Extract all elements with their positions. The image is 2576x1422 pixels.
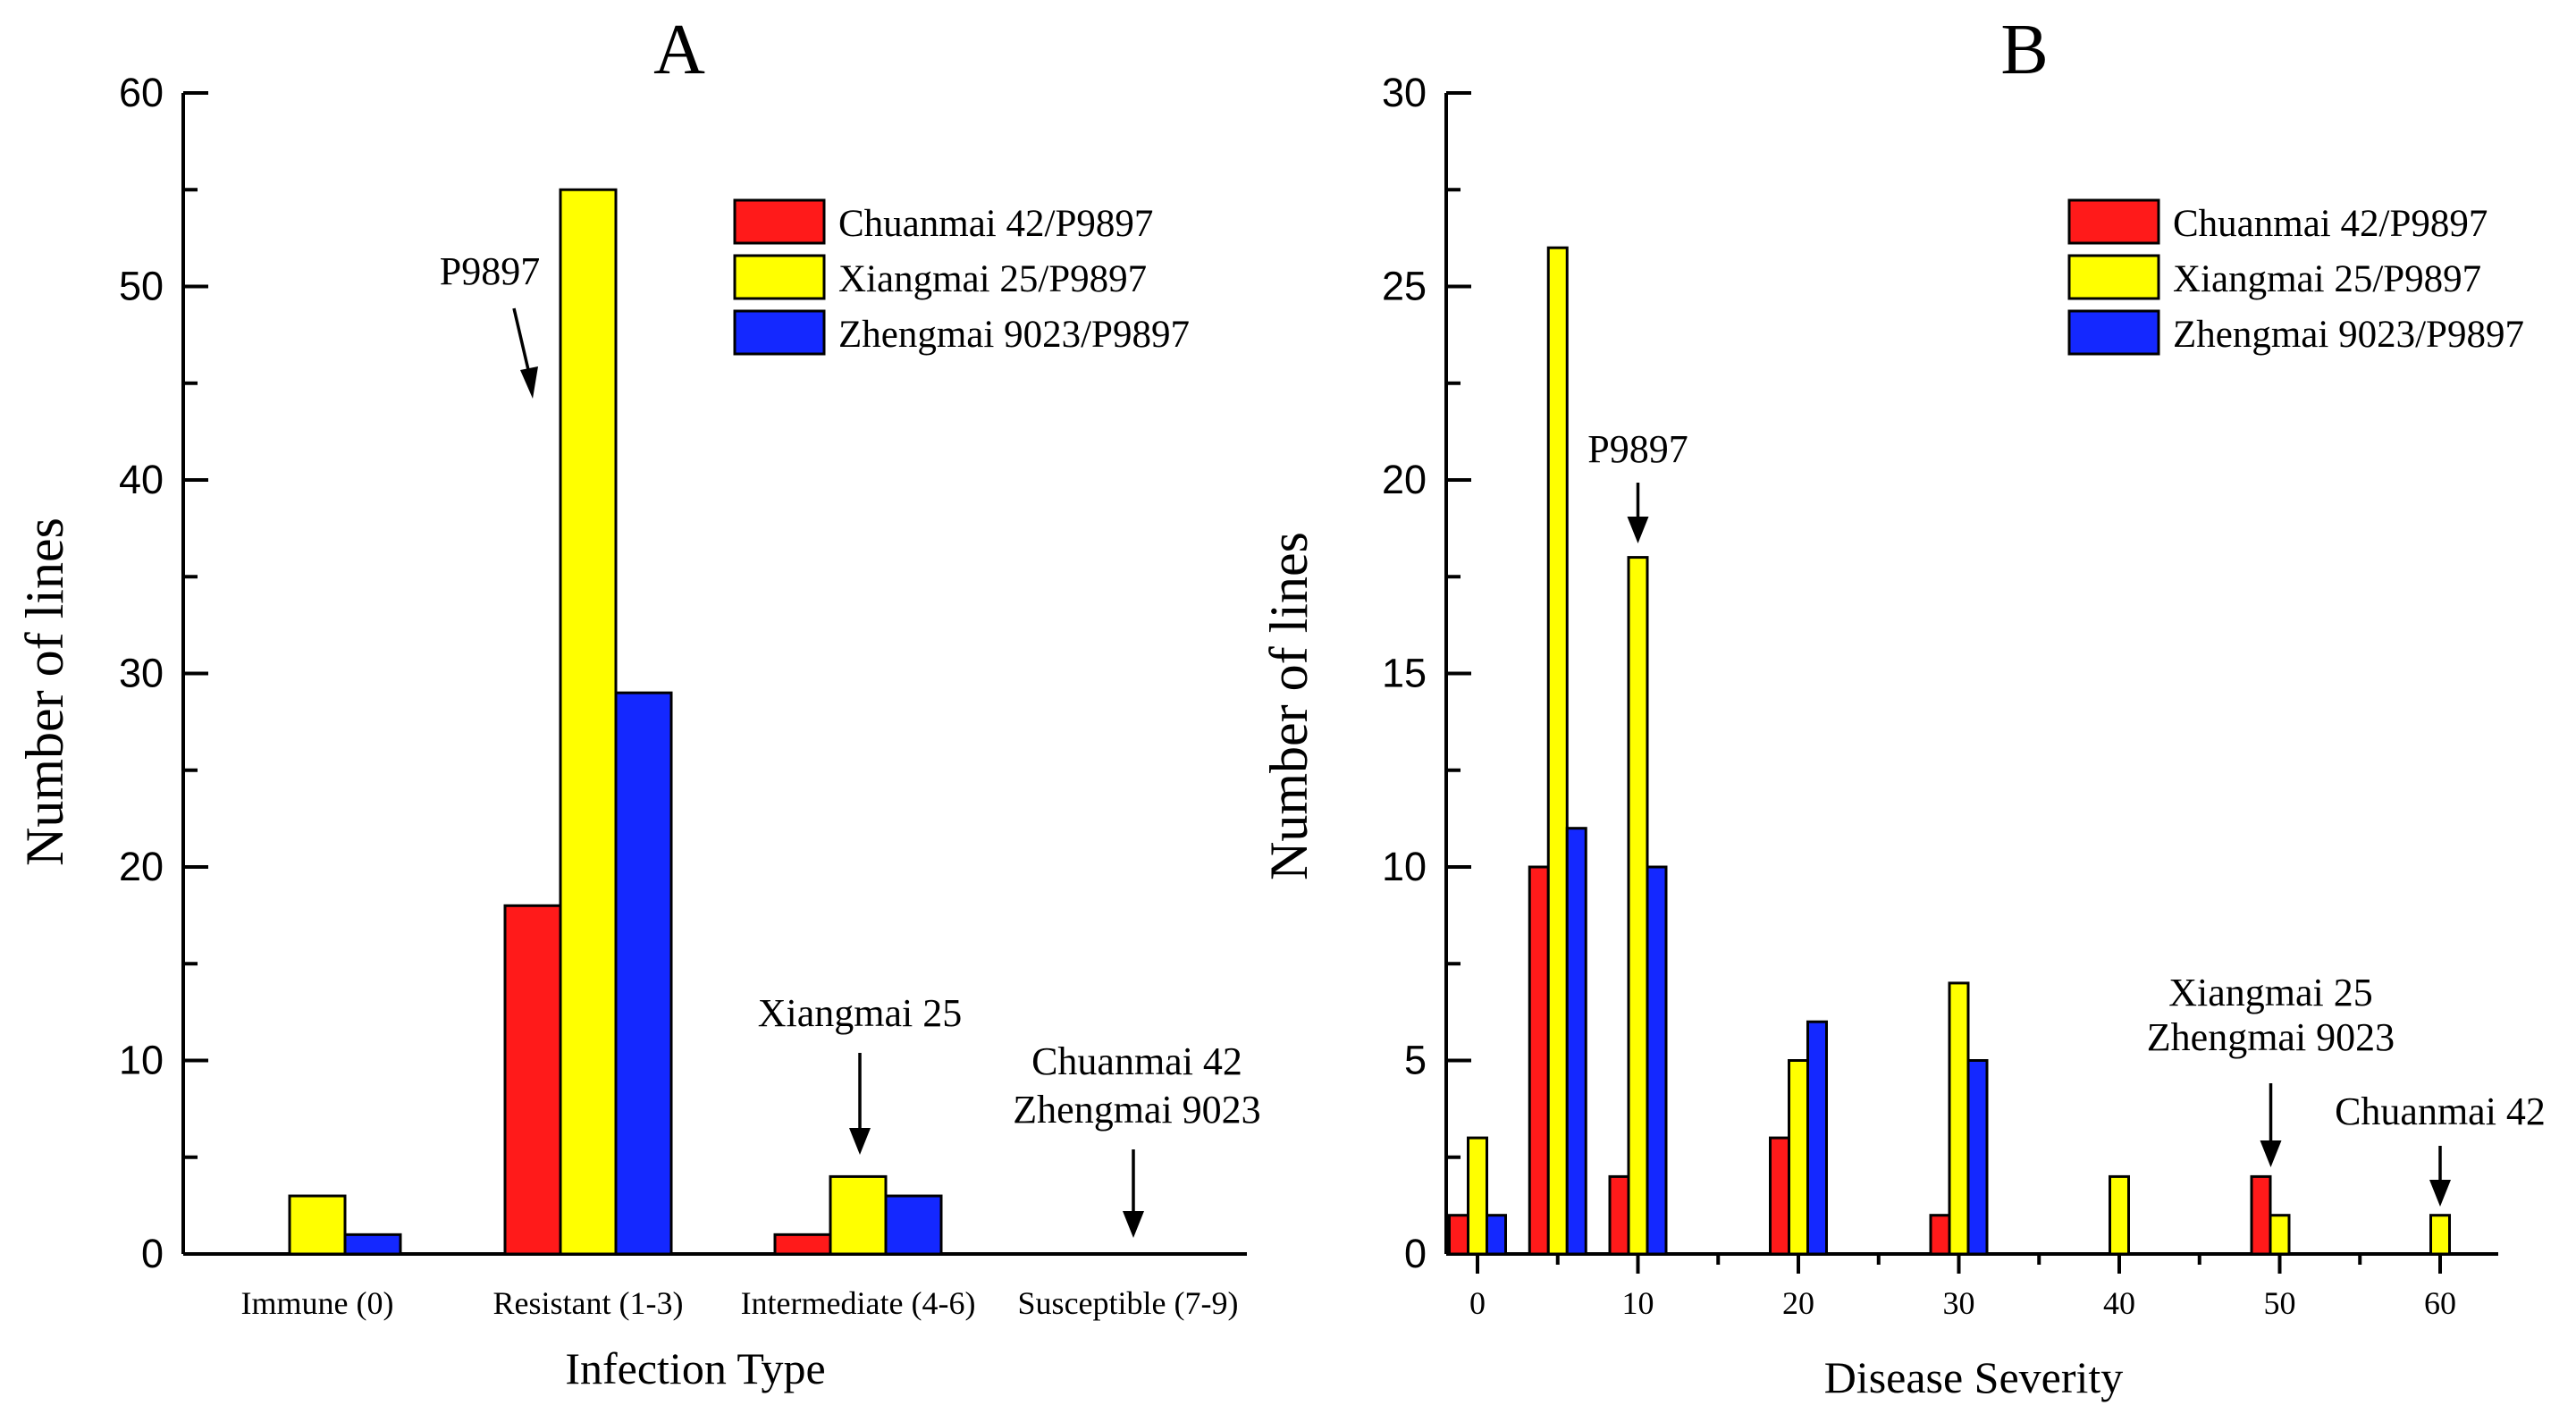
panel-b-bar [2109,1174,2130,1256]
panel-b-bar [1646,865,1668,1256]
panel-a-legend: Chuanmai 42/P9897 Xiangmai 25/P9897 Zhengm… [733,198,1190,356]
panel-a-legend-label: Zhengmai 9023/P9897 [838,314,1190,356]
panel-a-x-tick-label: Susceptible (7-9) [1018,1285,1239,1321]
panel-b-bar [1546,246,1569,1256]
panel-b-y-tick-label: 30 [1382,70,1427,115]
panel-b-x-tick-label: 60 [2424,1285,2456,1321]
panel-b-bar [1966,1059,1989,1256]
panel-a-y-tick-label: 40 [119,457,164,502]
panel-a-label: A [653,11,705,89]
panel-b-legend-label: Xiangmai 25/P9897 [2173,258,2481,300]
panel-a-annotation-label: P9897 [440,249,540,293]
panel-b-legend-swatch [2067,309,2160,356]
panel-b-y-tick-label: 10 [1382,844,1427,889]
panel-b-y-tick-labels: 0 5 10 15 20 25 30 [1382,70,1427,1276]
panel-b-annotation-label: Chuanmai 42 [2335,1090,2546,1133]
panel-a-legend-label: Chuanmai 42/P9897 [838,203,1153,245]
panel-b-x-tick-label: 50 [2264,1285,2296,1321]
panel-a: A Immune (0) Resistant (1-3) Intermediate … [15,11,1261,1393]
panel-b-bar [1788,1059,1809,1256]
panel-b-bar [1528,865,1550,1256]
panel-a-legend-swatch [733,309,826,356]
panel-a-y-tick-label: 20 [119,844,164,889]
panel-a-legend-swatch [733,254,826,300]
panel-a-bar [773,1233,832,1256]
panel-b-bar [1448,1214,1469,1256]
panel-b-x-tick-labels: 0 10 20 30 40 50 60 [1469,1285,2456,1321]
panel-a-y-axis-title: Number of lines [15,517,74,866]
panel-a-y-tick-label: 50 [119,264,164,309]
panel-b-annotation-label: Zhengmai 9023 [2147,1015,2395,1059]
panel-b-y-tick-label: 5 [1404,1038,1427,1083]
panel-b-bar [1769,1136,1790,1256]
panel-a-legend-swatch [733,198,826,245]
panel-b-y-tick-label: 20 [1382,457,1427,502]
panel-a-annotation-arrow-head [1123,1211,1144,1238]
panel-b-legend-swatch [2067,198,2160,245]
panel-b-bar [1467,1136,1488,1256]
panel-a-annotation-arrow-shaft [512,307,531,374]
panel-a-annotation-label: Xiangmai 25 [758,991,963,1035]
panel-a-bar [829,1174,888,1256]
panel-b-x-tick-label: 0 [1469,1285,1486,1321]
panel-b-bar [2269,1214,2291,1256]
panel-a-y-tick-label: 30 [119,651,164,696]
panel-b-label: B [2000,11,2048,89]
panel-b-y-tick-label: 25 [1382,264,1427,309]
panel-a-x-axis-title: Infection Type [565,1343,825,1393]
panel-a-bar [288,1194,347,1256]
panel-a-y-tick-labels: 0 10 20 30 40 50 60 [119,70,164,1276]
panel-a-bar [559,188,618,1256]
panel-b-x-tick-label: 10 [1622,1285,1654,1321]
panel-a-x-tick-labels: Immune (0) Resistant (1-3) Intermediate (4… [241,1285,1239,1321]
panel-a-annotation-arrow-head [520,366,538,399]
panel-b-legend: Chuanmai 42/P9897 Xiangmai 25/P9897 Zhengm… [2067,198,2524,356]
panel-b-bar [2429,1214,2451,1256]
panel-b-x-axis-title: Disease Severity [1824,1352,2124,1402]
panel-b-y-axis-title: Number of lines [1259,532,1318,880]
panel-b-x-tick-label: 40 [2103,1285,2135,1321]
panel-b-bar [1608,1174,1630,1256]
panel-b-bar [1486,1214,1507,1256]
panel-a-bars [288,188,943,1256]
panel-b-y-tick-label: 0 [1404,1231,1427,1276]
panel-a-legend-label: Xiangmai 25/P9897 [838,258,1147,300]
panel-a-x-tick-label: Resistant (1-3) [493,1285,684,1321]
panel-b-y-tick-label: 15 [1382,651,1427,696]
panel-a-x-tick-label: Immune (0) [241,1285,394,1321]
panel-b-bar [1627,556,1649,1256]
panel-a-annotation-arrow-head [849,1128,871,1155]
panel-a-annotation-label: Chuanmai 42 [1031,1039,1242,1083]
panel-b: B 0 10 20 30 40 50 60 0 5 10 15 20 25 30 Disease Sev… [1259,11,2546,1402]
panel-a-x-tick-label: Intermediate (4-6) [741,1285,976,1321]
panel-b-annotation-label: Xiangmai 25 [2168,971,2373,1014]
panel-b-bar [2250,1174,2272,1256]
panel-b-bar [1565,827,1587,1256]
panel-a-y-tick-label: 10 [119,1038,164,1083]
panel-a-bar [884,1194,943,1256]
panel-a-bar [343,1233,402,1256]
panel-b-annotation-label: P9897 [1587,427,1688,471]
panel-b-bars [1448,246,2451,1256]
panel-b-legend-label: Zhengmai 9023/P9897 [2173,314,2524,356]
panel-b-x-tick-label: 20 [1782,1285,1814,1321]
panel-a-annotation-label: Zhengmai 9023 [1013,1088,1260,1132]
panel-a-bar [503,904,562,1256]
panel-b-bar [1806,1020,1828,1256]
panel-b-bar [1929,1214,1951,1256]
panel-a-y-tick-label: 0 [141,1231,164,1276]
panel-a-annotations: P9897 Xiangmai 25 Chuanmai 42 Zhengmai 9023 [440,249,1261,1238]
panel-b-bar [1948,981,1970,1256]
panel-b-legend-swatch [2067,254,2160,300]
panel-b-annotation-arrow-head [2260,1140,2282,1167]
panel-b-annotation-arrow-head [2429,1180,2451,1207]
panel-a-y-tick-label: 60 [119,70,164,115]
panel-b-annotation-arrow-head [1627,517,1649,543]
panel-b-legend-label: Chuanmai 42/P9897 [2173,203,2488,245]
panel-a-bar [614,691,673,1256]
panel-b-x-tick-label: 30 [1943,1285,1975,1321]
